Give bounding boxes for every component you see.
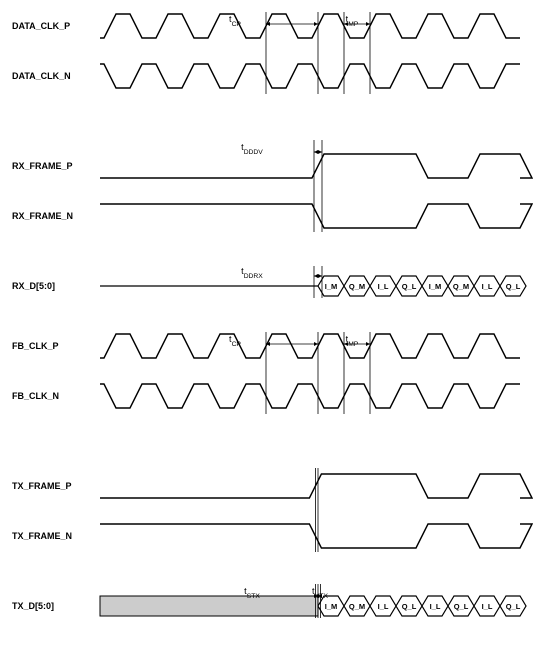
- signal-label: FB_CLK_N: [12, 391, 59, 401]
- signal-label: RX_D[5:0]: [12, 281, 55, 291]
- bus-lead: [100, 596, 318, 616]
- bus-cell-label: Q_L: [402, 282, 417, 291]
- bus-cell-label: Q_L: [506, 602, 521, 611]
- signal-label: FB_CLK_P: [12, 341, 59, 351]
- signal-label: DATA_CLK_P: [12, 21, 70, 31]
- bus-cell-label: Q_L: [506, 282, 521, 291]
- timing-diagram: DATA_CLK_P DATA_CLK_N RX_FRAME_P RX_FRAME_N…: [0, 0, 533, 651]
- bus-cell-label: I_M: [325, 282, 338, 291]
- bus-cell-label: I_L: [482, 282, 493, 291]
- bus-cell-label: I_L: [378, 602, 389, 611]
- signal-label: DATA_CLK_N: [12, 71, 71, 81]
- bus-cell-label: Q_L: [402, 602, 417, 611]
- bus-cell-label: I_M: [429, 282, 442, 291]
- bus-cell-label: I_L: [482, 602, 493, 611]
- bus-cell-label: I_L: [430, 602, 441, 611]
- signal-label: TX_FRAME_N: [12, 531, 72, 541]
- signal-label: TX_D[5:0]: [12, 601, 54, 611]
- bus-cell-label: I_M: [325, 602, 338, 611]
- bus-cell-label: I_L: [378, 282, 389, 291]
- bus-cell-label: Q_M: [453, 282, 469, 291]
- bus-cell-label: Q_L: [454, 602, 469, 611]
- bus-cell-label: Q_M: [349, 602, 365, 611]
- signal-label: TX_FRAME_P: [12, 481, 72, 491]
- signal-label: RX_FRAME_P: [12, 161, 73, 171]
- timing-svg: DATA_CLK_P DATA_CLK_N RX_FRAME_P RX_FRAME_N…: [0, 0, 533, 646]
- bus-cell-label: Q_M: [349, 282, 365, 291]
- signal-label: RX_FRAME_N: [12, 211, 73, 221]
